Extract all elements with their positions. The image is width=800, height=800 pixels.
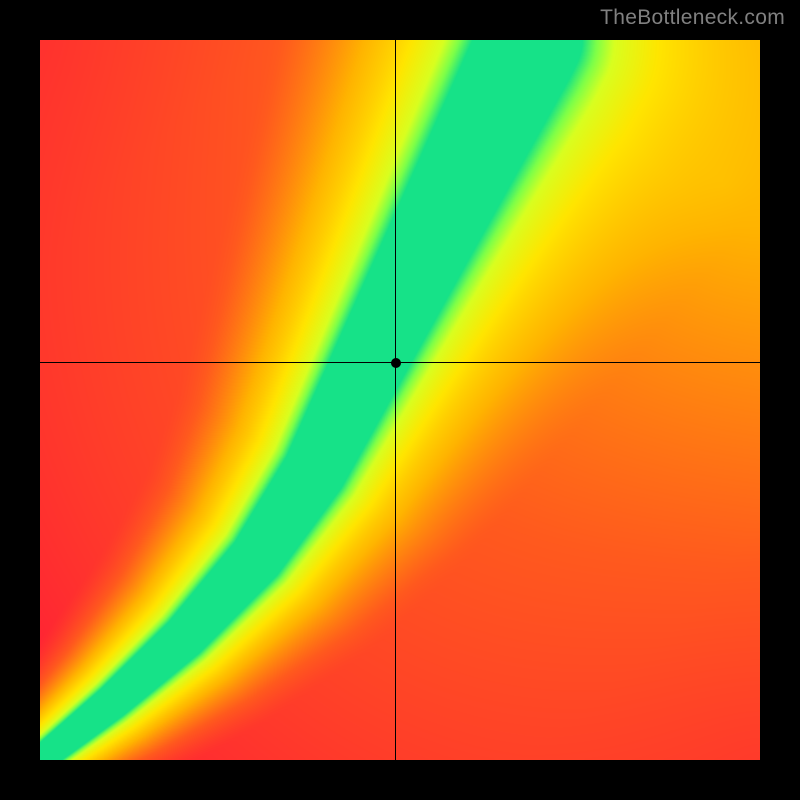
attribution-text: TheBottleneck.com [600, 6, 785, 30]
heatmap-canvas [40, 40, 760, 760]
heatmap-plot [40, 40, 760, 760]
